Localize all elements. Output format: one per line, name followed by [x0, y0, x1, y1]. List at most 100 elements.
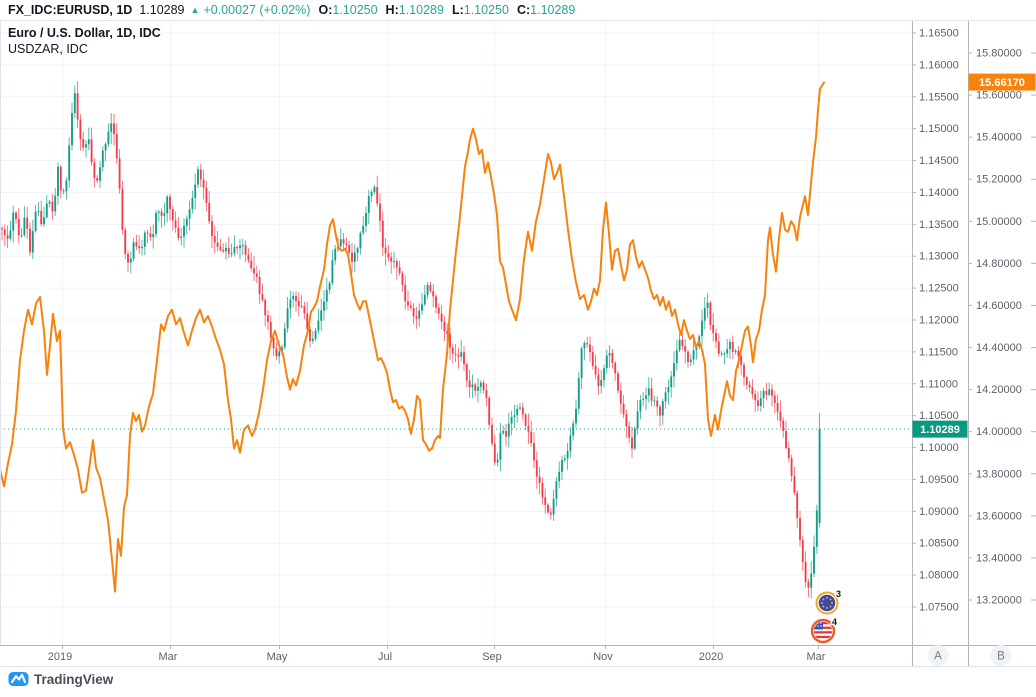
candle-body [1, 228, 3, 230]
price-tick-label: 1.14000 [919, 187, 959, 199]
candle-body [731, 341, 734, 352]
eu-flag-event-icon[interactable]: 3 [815, 588, 843, 615]
candle-body [395, 261, 398, 268]
candle-body [362, 225, 365, 233]
candle-body [152, 234, 155, 238]
event-count-label: 3 [836, 589, 841, 599]
candle-body [34, 211, 37, 232]
candle-body [295, 295, 297, 301]
candle-body [155, 212, 157, 235]
svg-text:15.66170: 15.66170 [979, 77, 1025, 89]
high-value: 1.10289 [398, 3, 444, 17]
candle-body [300, 306, 303, 308]
price-tick-label: 1.09000 [919, 506, 959, 518]
legend-overlay-series[interactable]: USDZAR, IDC [8, 42, 88, 56]
candle-body [85, 144, 87, 148]
axis-a-button[interactable]: A [927, 645, 949, 666]
candle-body [331, 260, 334, 283]
candle-body [519, 407, 521, 409]
candle-body [468, 380, 471, 388]
candle-body [135, 242, 138, 247]
price-tick-label: 1.08500 [919, 538, 959, 550]
candle-body [726, 349, 729, 354]
price-scale-b[interactable]: 15.80000 15.60000 15.40000 15.20000 15.00000… [968, 48, 1036, 607]
candle-body [57, 166, 59, 196]
candle-body [365, 212, 367, 226]
candle-body [493, 443, 496, 463]
candle-body [723, 353, 726, 355]
candle-body [208, 202, 211, 222]
candle-body [373, 187, 376, 193]
price-tick-label: 13.40000 [976, 552, 1022, 564]
price-tick-label: 1.12000 [919, 315, 959, 327]
up-arrow-icon: ▲ [190, 5, 200, 15]
candle-body [813, 546, 815, 574]
candle-body [104, 143, 107, 151]
candle-body [457, 354, 460, 357]
candle-body [421, 304, 423, 311]
candle-body [765, 390, 768, 395]
candle-body [118, 158, 121, 189]
tradingview-logo-text: TradingView [34, 671, 114, 687]
candle-body [664, 392, 667, 402]
candle-body [549, 512, 552, 515]
candle-body [353, 252, 356, 262]
svg-text:A: A [934, 651, 942, 663]
grid-lines [0, 21, 912, 645]
price-tick-label: 1.11500 [919, 346, 958, 358]
candle-body [530, 431, 533, 444]
candle-body [393, 261, 395, 263]
candle-body [717, 341, 720, 354]
candle-body [656, 400, 659, 407]
candle-body [706, 302, 709, 308]
time-tick-label: Nov [593, 651, 613, 663]
candle-body [684, 346, 687, 352]
candle-body [622, 403, 625, 415]
candle-body [107, 131, 110, 144]
candle-body [569, 435, 572, 451]
candle-body [180, 236, 183, 238]
candle-body [59, 166, 62, 191]
price-tick-label: 1.11000 [919, 378, 958, 390]
price-scale-a[interactable]: 1.16500 1.16000 1.15500 1.15000 1.14500 1.140… [912, 28, 959, 614]
svg-text:1.10289: 1.10289 [920, 424, 960, 436]
candle-body [449, 333, 451, 348]
candle-body [533, 443, 535, 461]
candle-body [773, 395, 776, 403]
candle-body [99, 167, 101, 181]
us-flag-event-icon[interactable]: 4 [810, 616, 839, 644]
price-tick-label: 1.16000 [919, 59, 959, 71]
legend-main-series[interactable]: Euro / U.S. Dollar, 1D, IDC [8, 26, 161, 40]
price-tick-label: 14.20000 [976, 384, 1022, 396]
price-tick-label: 1.08000 [919, 570, 959, 582]
candle-body [339, 239, 342, 247]
candle-body [20, 235, 23, 237]
time-tick-label: 2020 [699, 651, 723, 663]
candle-body [225, 248, 227, 252]
candle-body [381, 220, 384, 248]
candle-body [787, 447, 790, 459]
candle-body [650, 388, 653, 401]
candle-body [48, 201, 51, 204]
price-tick-label: 14.00000 [976, 426, 1022, 438]
tradingview-logo[interactable]: TradingView [8, 671, 113, 687]
candle-body [275, 348, 278, 357]
candle-body [703, 307, 706, 321]
candle-body [328, 282, 331, 290]
candle-body [227, 248, 230, 254]
candle-body [563, 458, 566, 461]
candle-body [418, 310, 421, 319]
candle-body [132, 242, 135, 259]
open-label: O: [318, 3, 333, 17]
axis-b-button[interactable]: B [990, 645, 1012, 666]
candle-body [258, 276, 261, 294]
usdzar-line-series[interactable] [0, 81, 825, 593]
candle-body [306, 313, 309, 329]
candle-body [639, 400, 642, 412]
eurusd-candlestick-series[interactable] [1, 81, 821, 599]
candle-body [575, 408, 577, 424]
candle-body [488, 397, 491, 425]
candle-body [748, 384, 751, 388]
time-scale[interactable]: 2019 Mar May Jul Sep Nov 2020 Mar [48, 645, 826, 663]
